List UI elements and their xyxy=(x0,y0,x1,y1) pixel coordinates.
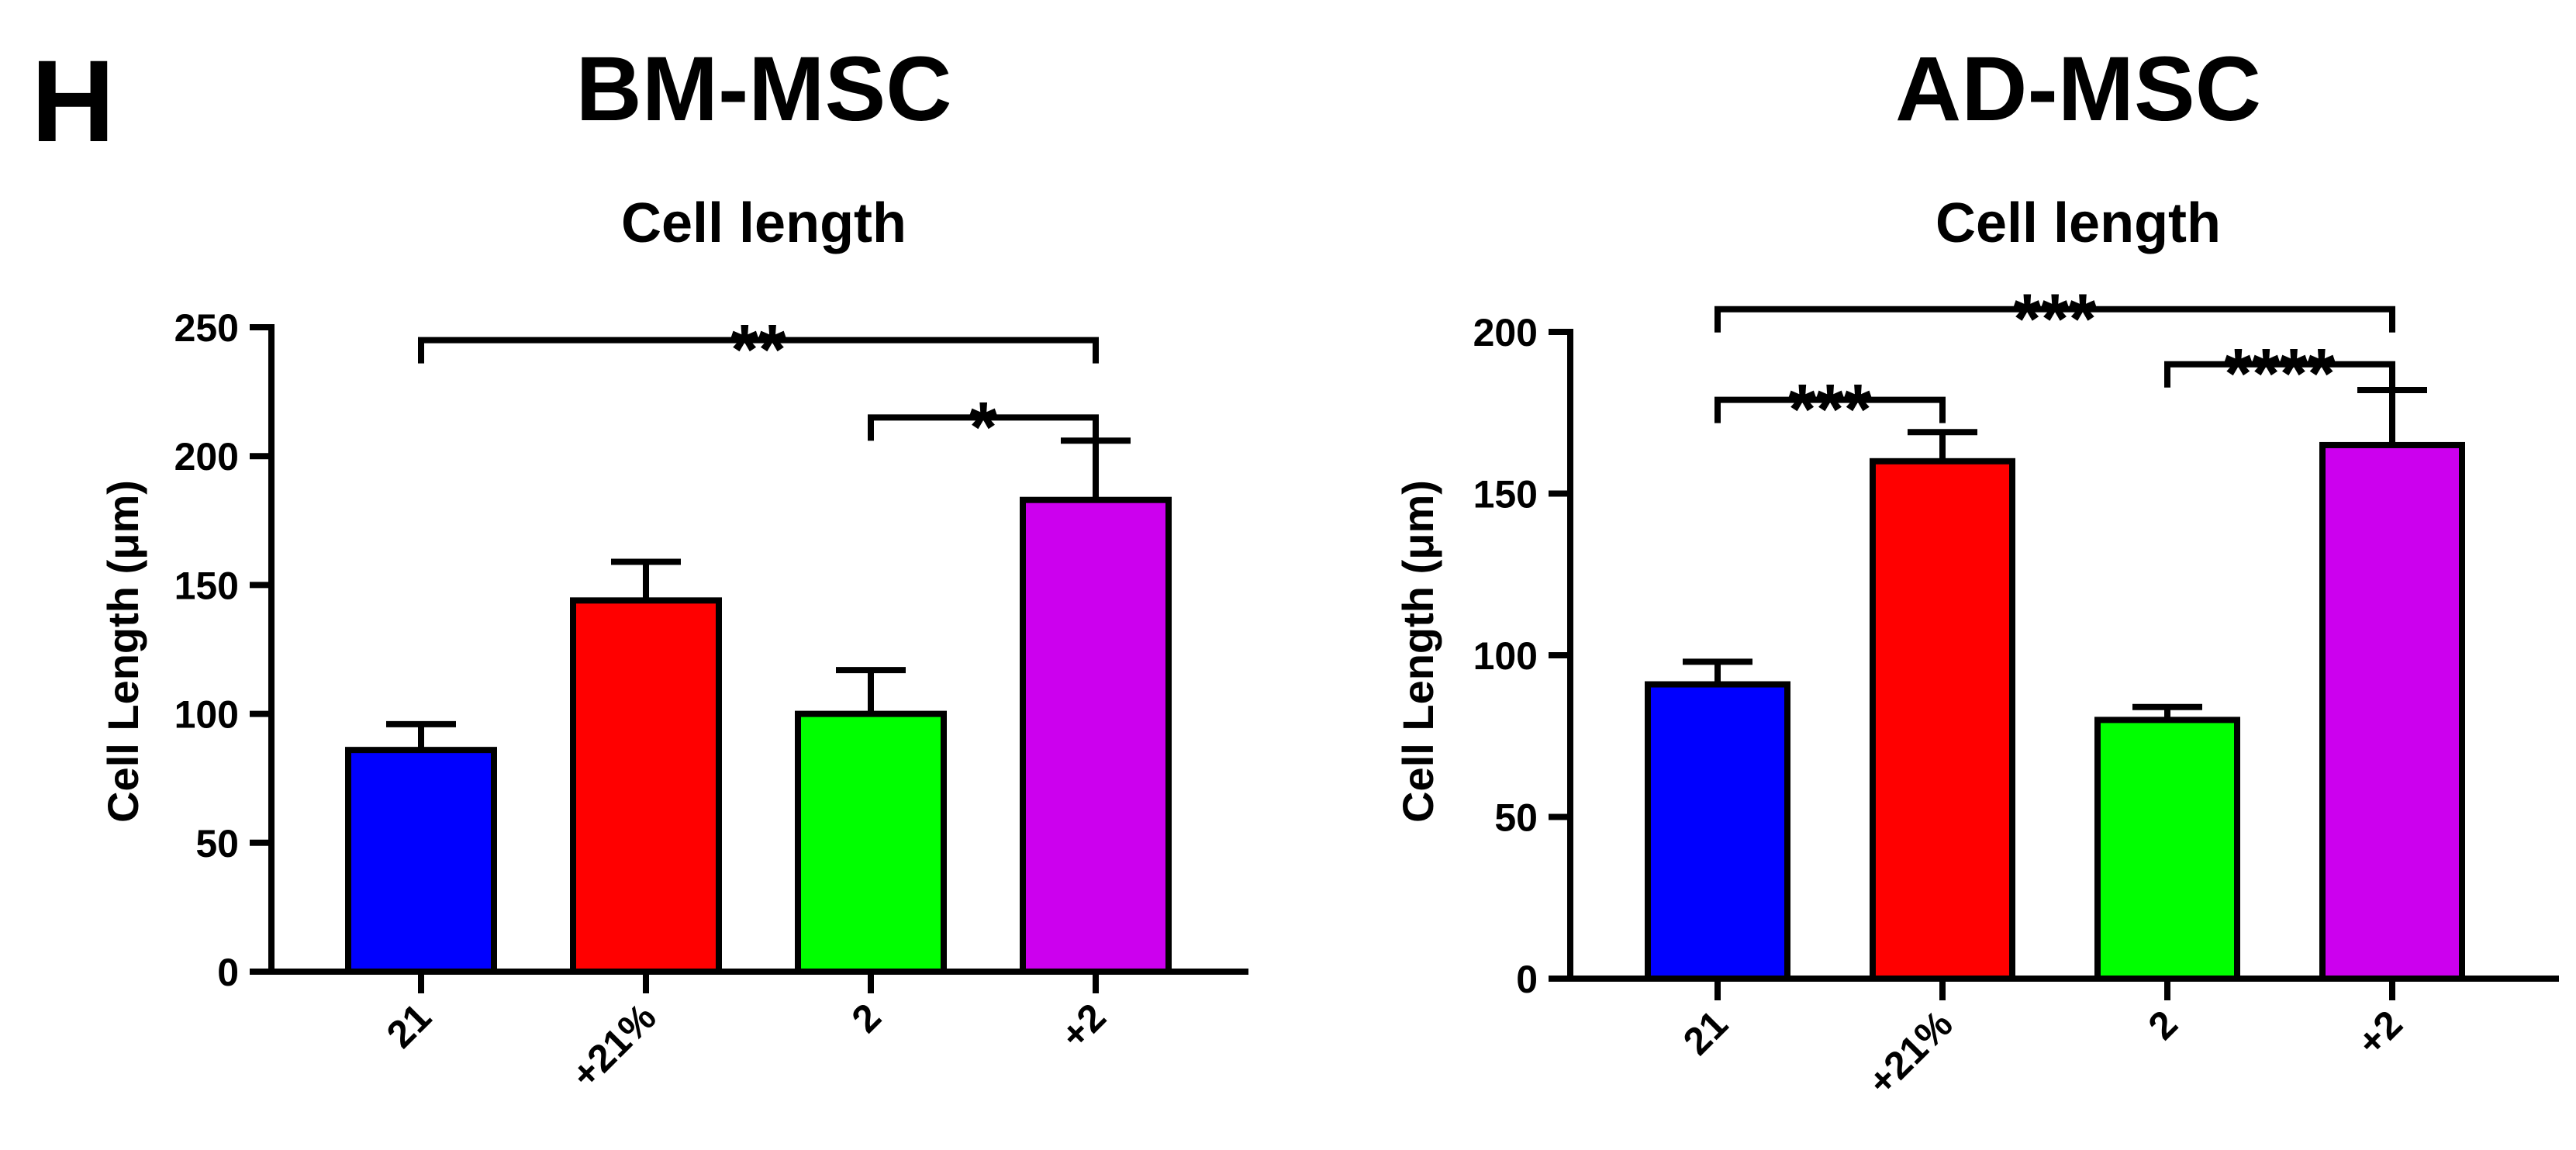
y-tick-label: 200 xyxy=(174,435,239,478)
y-tick-label: 150 xyxy=(1473,473,1538,516)
significance-label-0: *** xyxy=(2013,280,2097,359)
bar-0 xyxy=(345,747,497,975)
bar-2 xyxy=(795,710,947,975)
chart-bm-msc: BM-MSC Cell length Cell Length (μm) 0 50 1… xyxy=(98,38,1248,1096)
significance-label-2: **** xyxy=(2224,335,2335,414)
x-tick-label: 21 xyxy=(1675,1002,1736,1063)
x-tick-label: 2 xyxy=(2140,1002,2186,1048)
chart-ad-msc: AD-MSC Cell length Cell Length (μm) 0 50 1… xyxy=(1393,38,2559,1103)
panel-title-bm-msc: BM-MSC xyxy=(575,38,951,140)
y-tick-label: 100 xyxy=(174,693,239,737)
bar-2 xyxy=(2094,717,2240,983)
significance-label-1: * xyxy=(969,388,997,467)
bar-3 xyxy=(2319,441,2465,982)
significance-bracket-0 xyxy=(1714,306,2395,333)
y-tick-label: 50 xyxy=(195,822,239,865)
bar-1 xyxy=(570,597,722,975)
x-tick-label: +21% xyxy=(1859,1002,1961,1103)
y-tick-label: 0 xyxy=(1516,958,1538,1001)
significance-bracket-1 xyxy=(1714,396,1946,423)
x-tick-label: 21 xyxy=(378,995,440,1056)
y-axis-label-bm-msc: Cell Length (μm) xyxy=(98,480,147,823)
panel-title-ad-msc: AD-MSC xyxy=(1895,38,2261,140)
y-tick-label: 0 xyxy=(217,951,239,994)
y-tick-label: 100 xyxy=(1473,634,1538,678)
significance-bracket-0 xyxy=(418,337,1099,364)
y-tick-label: 150 xyxy=(174,564,239,607)
significance-label-1: *** xyxy=(1788,371,1872,450)
x-tick-label: +2 xyxy=(2349,1002,2411,1064)
bar-3 xyxy=(1020,496,1172,975)
y-tick-label: 50 xyxy=(1494,796,1538,840)
y-tick-label: 200 xyxy=(1473,311,1538,354)
chart-title-ad-msc: Cell length xyxy=(1935,192,2221,254)
bar-0 xyxy=(1645,681,1790,983)
y-tick-label: 250 xyxy=(174,306,239,350)
significance-label-0: ** xyxy=(730,311,786,390)
significance-bracket-1 xyxy=(868,414,1099,441)
x-tick-label: +2 xyxy=(1052,995,1114,1057)
x-tick-label: 2 xyxy=(844,995,889,1041)
significance-bracket-2 xyxy=(2164,361,2395,388)
panel-letter: H xyxy=(31,36,115,166)
y-axis-label-ad-msc: Cell Length (μm) xyxy=(1393,480,1442,823)
chart-title-bm-msc: Cell length xyxy=(621,192,906,254)
bar-1 xyxy=(1870,458,2015,982)
x-tick-label: +21% xyxy=(563,995,665,1096)
